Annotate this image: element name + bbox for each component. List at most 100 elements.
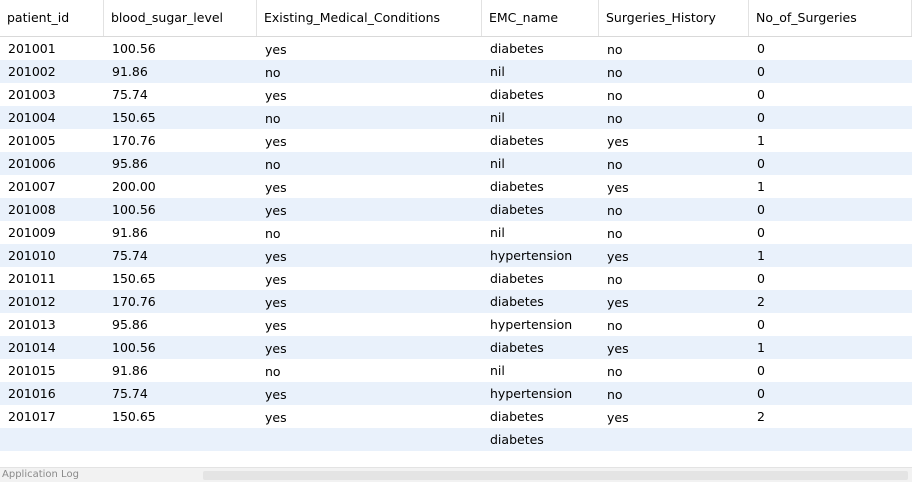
cell-existing-medical-conditions[interactable]: yes (265, 180, 287, 195)
table-row[interactable]: 201011 150.65 yes diabetes no 0 (0, 267, 912, 290)
cell-blood-sugar-level[interactable]: 100.56 (112, 41, 156, 56)
cell-no-of-surgeries[interactable]: 0 (757, 87, 765, 102)
cell-emc-name[interactable]: diabetes (490, 271, 544, 286)
cell-no-of-surgeries[interactable]: 0 (757, 271, 765, 286)
table-row[interactable]: 201015 91.86 no nil no 0 (0, 359, 912, 382)
cell-surgeries-history[interactable]: no (607, 157, 623, 172)
cell-blood-sugar-level[interactable]: 75.74 (112, 248, 148, 263)
cell-no-of-surgeries[interactable]: 1 (757, 248, 765, 263)
table-row[interactable]: 201016 75.74 yes hypertension no 0 (0, 382, 912, 405)
cell-existing-medical-conditions[interactable]: yes (265, 272, 287, 287)
cell-existing-medical-conditions[interactable]: no (265, 364, 281, 379)
cell-existing-medical-conditions[interactable]: yes (265, 318, 287, 333)
cell-blood-sugar-level[interactable]: 150.65 (112, 110, 156, 125)
cell-emc-name[interactable]: nil (490, 363, 505, 378)
cell-existing-medical-conditions[interactable]: yes (265, 203, 287, 218)
cell-blood-sugar-level[interactable]: 200.00 (112, 179, 156, 194)
cell-existing-medical-conditions[interactable]: no (265, 111, 281, 126)
cell-emc-name[interactable]: nil (490, 156, 505, 171)
column-header-no-of-surgeries[interactable]: No_of_Surgeries (749, 0, 912, 36)
cell-surgeries-history[interactable] (599, 428, 749, 451)
cell-existing-medical-conditions[interactable]: yes (265, 134, 287, 149)
cell-no-of-surgeries[interactable]: 0 (757, 202, 765, 217)
column-header-existing-medical-conditions[interactable]: Existing_Medical_Conditions (257, 0, 482, 36)
cell-existing-medical-conditions[interactable]: yes (265, 295, 287, 310)
cell-surgeries-history[interactable]: no (607, 203, 623, 218)
cell-patient-id[interactable]: 201010 (8, 248, 56, 263)
table-row[interactable]: 201003 75.74 yes diabetes no 0 (0, 83, 912, 106)
cell-patient-id[interactable]: 201013 (8, 317, 56, 332)
cell-no-of-surgeries[interactable]: 0 (757, 225, 765, 240)
cell-blood-sugar-level[interactable] (104, 428, 257, 451)
table-row[interactable]: 201006 95.86 no nil no 0 (0, 152, 912, 175)
cell-emc-name[interactable]: diabetes (490, 41, 544, 56)
cell-patient-id[interactable]: 201003 (8, 87, 56, 102)
cell-existing-medical-conditions[interactable]: no (265, 157, 281, 172)
cell-emc-name[interactable]: nil (490, 225, 505, 240)
cell-no-of-surgeries[interactable]: 1 (757, 179, 765, 194)
cell-surgeries-history[interactable]: yes (607, 341, 629, 356)
cell-emc-name[interactable]: nil (490, 110, 505, 125)
cell-no-of-surgeries[interactable]: 2 (757, 409, 765, 424)
cell-no-of-surgeries[interactable] (749, 428, 912, 451)
cell-surgeries-history[interactable]: yes (607, 180, 629, 195)
cell-patient-id[interactable]: 201016 (8, 386, 56, 401)
cell-patient-id[interactable]: 201006 (8, 156, 56, 171)
cell-blood-sugar-level[interactable]: 91.86 (112, 64, 148, 79)
cell-existing-medical-conditions[interactable]: yes (265, 341, 287, 356)
cell-surgeries-history[interactable]: no (607, 364, 623, 379)
cell-emc-name[interactable]: hypertension (490, 386, 573, 401)
cell-emc-name[interactable]: diabetes (490, 133, 544, 148)
column-header-emc-name[interactable]: EMC_name (482, 0, 599, 36)
cell-patient-id[interactable]: 201017 (8, 409, 56, 424)
cell-emc-name[interactable]: hypertension (490, 248, 573, 263)
column-header-patient-id[interactable]: patient_id (0, 0, 104, 36)
cell-blood-sugar-level[interactable]: 150.65 (112, 409, 156, 424)
cell-surgeries-history[interactable]: no (607, 88, 623, 103)
cell-emc-name[interactable]: diabetes (490, 202, 544, 217)
cell-surgeries-history[interactable]: yes (607, 410, 629, 425)
table-row[interactable]: 201001 100.56 yes diabetes no 0 (0, 37, 912, 60)
cell-surgeries-history[interactable]: no (607, 226, 623, 241)
cell-existing-medical-conditions[interactable]: yes (265, 88, 287, 103)
cell-surgeries-history[interactable]: yes (607, 134, 629, 149)
cell-patient-id[interactable]: 201015 (8, 363, 56, 378)
cell-emc-name[interactable]: hypertension (490, 317, 573, 332)
cell-blood-sugar-level[interactable]: 91.86 (112, 363, 148, 378)
cell-blood-sugar-level[interactable]: 170.76 (112, 133, 156, 148)
cell-emc-name[interactable]: diabetes (490, 87, 544, 102)
cell-no-of-surgeries[interactable]: 0 (757, 317, 765, 332)
table-row[interactable]: 201007 200.00 yes diabetes yes 1 (0, 175, 912, 198)
horizontal-scrollbar[interactable] (203, 471, 908, 480)
cell-patient-id[interactable]: 201007 (8, 179, 56, 194)
cell-blood-sugar-level[interactable]: 75.74 (112, 87, 148, 102)
cell-patient-id[interactable] (0, 428, 104, 451)
cell-emc-name[interactable]: diabetes (490, 294, 544, 309)
cell-blood-sugar-level[interactable]: 91.86 (112, 225, 148, 240)
cell-existing-medical-conditions[interactable]: yes (265, 249, 287, 264)
cell-blood-sugar-level[interactable]: 75.74 (112, 386, 148, 401)
cell-surgeries-history[interactable]: no (607, 318, 623, 333)
cell-emc-name[interactable]: diabetes (490, 340, 544, 355)
table-row[interactable]: 201002 91.86 no nil no 0 (0, 60, 912, 83)
cell-blood-sugar-level[interactable]: 100.56 (112, 202, 156, 217)
cell-no-of-surgeries[interactable]: 0 (757, 41, 765, 56)
table-row[interactable]: 201012 170.76 yes diabetes yes 2 (0, 290, 912, 313)
cell-surgeries-history[interactable]: no (607, 65, 623, 80)
cell-no-of-surgeries[interactable]: 2 (757, 294, 765, 309)
cell-no-of-surgeries[interactable]: 1 (757, 133, 765, 148)
cell-surgeries-history[interactable]: yes (607, 249, 629, 264)
table-row[interactable]: 201008 100.56 yes diabetes no 0 (0, 198, 912, 221)
table-row[interactable]: 201004 150.65 no nil no 0 (0, 106, 912, 129)
cell-patient-id[interactable]: 201005 (8, 133, 56, 148)
cell-no-of-surgeries[interactable]: 0 (757, 156, 765, 171)
cell-emc-name[interactable]: diabetes (490, 432, 544, 447)
table-row[interactable]: 201005 170.76 yes diabetes yes 1 (0, 129, 912, 152)
cell-existing-medical-conditions[interactable] (257, 428, 482, 451)
cell-existing-medical-conditions[interactable]: yes (265, 410, 287, 425)
table-row[interactable]: 201010 75.74 yes hypertension yes 1 (0, 244, 912, 267)
cell-existing-medical-conditions[interactable]: no (265, 226, 281, 241)
cell-emc-name[interactable]: diabetes (490, 409, 544, 424)
cell-patient-id[interactable]: 201008 (8, 202, 56, 217)
column-header-surgeries-history[interactable]: Surgeries_History (599, 0, 749, 36)
